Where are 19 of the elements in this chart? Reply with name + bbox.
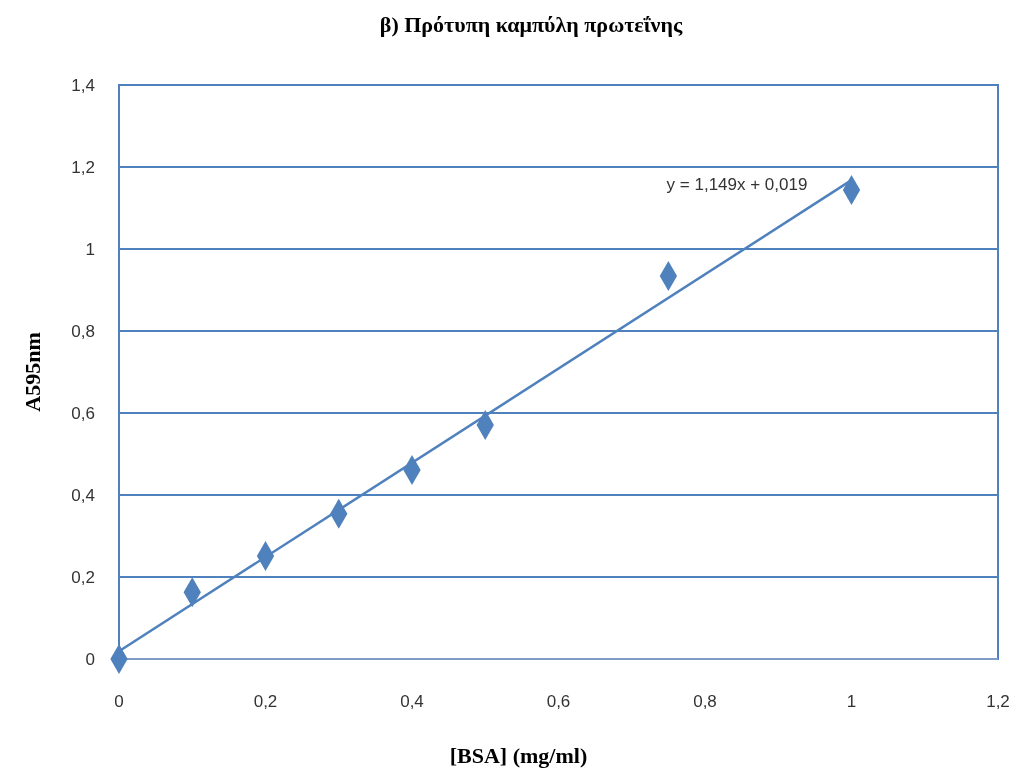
x-tick-label: 0,2 (253, 692, 278, 711)
y-tick-label: 0,6 (71, 403, 95, 423)
x-tick-label: 1,2 (986, 692, 1010, 711)
x-tick-label: 0 (114, 692, 124, 711)
y-tick-label: 0,4 (71, 485, 95, 505)
x-tick-label: 0,8 (693, 692, 717, 711)
y-tick-label: 1,2 (71, 157, 95, 177)
y-tick-label: 0,2 (71, 567, 95, 587)
x-tick-label: 1 (846, 692, 857, 711)
x-axis-title: [BSA] (mg/ml) (449, 743, 588, 768)
x-tick-label: 0,6 (546, 692, 571, 711)
y-tick-label: 1 (85, 239, 95, 259)
y-tick-label: 1,4 (71, 75, 95, 95)
chart-title: β) Πρότυπη καμπύλη πρωτεΐνης (379, 12, 683, 37)
y-axis-title: A595nm (20, 332, 45, 412)
y-tick-label: 0 (85, 649, 95, 669)
y-tick-label: 0,8 (71, 321, 95, 341)
annotation: y = 1,149x + 0,019 (666, 175, 808, 194)
x-tick-label: 0,4 (400, 692, 424, 711)
